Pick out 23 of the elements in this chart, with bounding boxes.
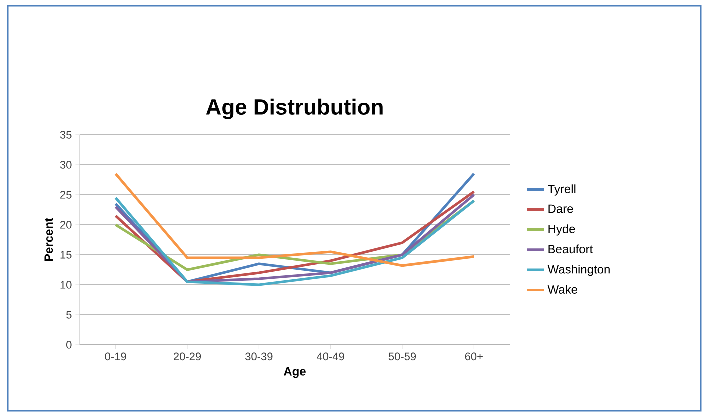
chart-title: Age Distrubution [206, 98, 383, 120]
x-tick-label: 30-39 [246, 352, 273, 361]
legend-label: Beaufort [548, 244, 594, 254]
y-tick-label: 15 [60, 251, 72, 259]
y-tick-label: 30 [60, 161, 72, 169]
x-tick-label: 50-59 [388, 352, 416, 361]
y-tick-label: 10 [60, 281, 72, 289]
legend-label: Washington [548, 264, 610, 276]
y-axis-title: Percent [44, 218, 54, 262]
x-tick-label: 40-49 [317, 352, 344, 361]
x-tick-label: 20-29 [174, 352, 202, 361]
x-axis-title: Age [284, 367, 306, 378]
x-tick-label: 60+ [465, 352, 483, 361]
y-tick-label: 20 [60, 221, 72, 229]
y-tick-label: 25 [60, 191, 72, 199]
y-tick-label: 5 [66, 311, 72, 319]
x-tick-label: 0-19 [105, 352, 126, 361]
legend-label: Tyrell [548, 184, 576, 196]
legend-label: Dare [548, 204, 574, 214]
y-tick-label: 0 [66, 341, 72, 349]
legend-label: Hyde [548, 224, 576, 236]
legend-label: Wake [548, 285, 578, 294]
y-tick-label: 35 [60, 131, 72, 139]
